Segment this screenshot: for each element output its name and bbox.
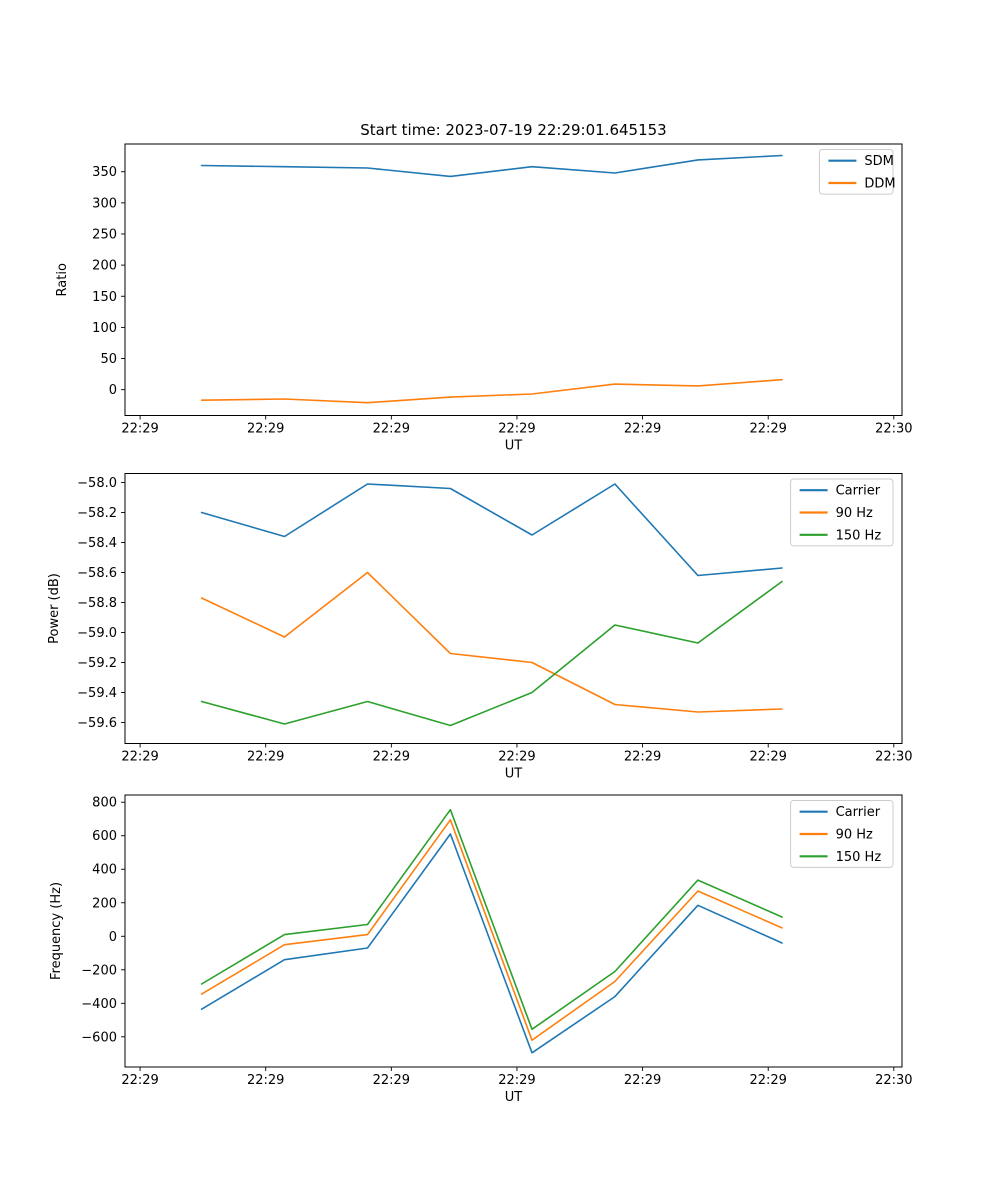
y-tick-label: −59.6: [77, 716, 117, 731]
line-carrier: [200, 833, 783, 1054]
y-tick-label: 0: [109, 930, 117, 945]
x-tick-label: 22:29: [749, 422, 786, 437]
legend: Carrier 90 Hz 150 Hz: [790, 800, 894, 868]
legend-item-carrier: Carrier: [799, 484, 881, 499]
legend-item-90-hz: 90 Hz: [799, 506, 873, 521]
x-tick-label: 22:30: [875, 1073, 912, 1088]
legend-label: 90 Hz: [836, 506, 873, 521]
x-tick-label: 22:30: [875, 422, 912, 437]
figure-title: Start time: 2023-07-19 22:29:01.645153: [360, 121, 667, 139]
x-tick-label: 22:29: [498, 1073, 535, 1088]
y-tick-label: −600: [81, 1030, 117, 1045]
legend-item-150-hz: 150 Hz: [799, 528, 882, 543]
y-tick-label: 400: [92, 863, 117, 878]
legend-frame: [790, 478, 894, 547]
x-tick-label: 22:29: [624, 1073, 661, 1088]
x-tick-label: 22:29: [498, 750, 535, 765]
y-axis-label: Frequency (Hz): [49, 882, 64, 980]
y-axis-label: Ratio: [55, 263, 70, 296]
line-150-hz: [200, 580, 783, 727]
legend-label: SDM: [864, 154, 893, 169]
x-tick-label: 22:29: [373, 750, 410, 765]
y-axis-label: Power (dB): [47, 573, 62, 644]
y-tick-label: 200: [92, 259, 117, 274]
legend-frame: [790, 800, 894, 868]
x-tick-label: 22:29: [498, 422, 535, 437]
x-axis-label: UT: [505, 1090, 523, 1105]
x-tick-label: 22:29: [247, 750, 284, 765]
axes-frame: [124, 794, 903, 1068]
y-tick-label: −58.4: [77, 536, 117, 551]
line-carrier: [200, 483, 783, 577]
x-tick-label: 22:29: [749, 750, 786, 765]
legend: Carrier 90 Hz 150 Hz: [790, 478, 894, 547]
y-tick-label: −59.4: [77, 686, 117, 701]
legend: SDM DDM: [818, 149, 896, 195]
line-sdm: [200, 154, 783, 178]
legend-label: DDM: [864, 177, 895, 192]
line-90-hz: [200, 571, 783, 713]
y-tick-label: 0: [109, 383, 117, 398]
x-tick-label: 22:29: [624, 422, 661, 437]
x-axis-label: UT: [505, 439, 523, 454]
y-tick-label: −58.6: [77, 566, 117, 581]
y-tick-label: 800: [92, 796, 117, 811]
y-tick-label: 300: [92, 196, 117, 211]
x-tick-label: 22:29: [373, 1073, 410, 1088]
legend-label: 150 Hz: [836, 850, 882, 865]
x-tick-label: 22:29: [247, 1073, 284, 1088]
line-ddm: [200, 378, 783, 404]
legend-item-sdm: SDM: [828, 154, 894, 169]
legend-label: Carrier: [836, 805, 881, 820]
legend-item-90-hz: 90 Hz: [799, 828, 873, 843]
x-tick-label: 22:29: [749, 1073, 786, 1088]
ratio-plot: 0 50 100 150 200 250 300 350 22:29 22:29 22:29 22:2…: [55, 143, 913, 454]
y-tick-label: 200: [92, 896, 117, 911]
power-plot: −59.6 −59.4 −59.2 −59.0 −58.8 −58.6 −58.4 −58.2…: [47, 473, 913, 782]
y-tick-label: −58.0: [77, 476, 117, 491]
axes-frame: [124, 473, 903, 744]
frequency-plot: −600 −400 −200 0 200 400 600 800 22:29 22:29 22:29…: [49, 794, 913, 1105]
x-tick-label: 22:29: [121, 422, 158, 437]
legend-item-ddm: DDM: [828, 177, 896, 192]
line-90-hz: [200, 818, 783, 1041]
line-150-hz: [200, 808, 783, 1031]
legend-label: 90 Hz: [836, 828, 873, 843]
legend-item-carrier: Carrier: [799, 805, 881, 820]
y-tick-label: 50: [100, 352, 117, 367]
y-tick-label: −400: [81, 997, 117, 1012]
y-tick-label: −59.2: [77, 656, 117, 671]
y-tick-label: 600: [92, 829, 117, 844]
y-tick-label: −58.2: [77, 506, 117, 521]
x-tick-label: 22:29: [121, 1073, 158, 1088]
x-tick-label: 22:29: [624, 750, 661, 765]
x-tick-label: 22:29: [373, 422, 410, 437]
x-tick-label: 22:30: [875, 750, 912, 765]
x-tick-label: 22:29: [121, 750, 158, 765]
x-axis-label: UT: [505, 767, 523, 782]
y-tick-label: −58.8: [77, 596, 117, 611]
x-tick-label: 22:29: [247, 422, 284, 437]
axes-frame: [124, 143, 903, 416]
y-tick-label: 100: [92, 321, 117, 336]
legend-label: Carrier: [836, 484, 881, 499]
legend-label: 150 Hz: [836, 528, 882, 543]
y-tick-label: −59.0: [77, 626, 117, 641]
legend-item-150-hz: 150 Hz: [799, 850, 882, 865]
y-tick-label: 350: [92, 165, 117, 180]
y-tick-label: −200: [81, 963, 117, 978]
y-tick-label: 250: [92, 227, 117, 242]
y-tick-label: 150: [92, 290, 117, 305]
